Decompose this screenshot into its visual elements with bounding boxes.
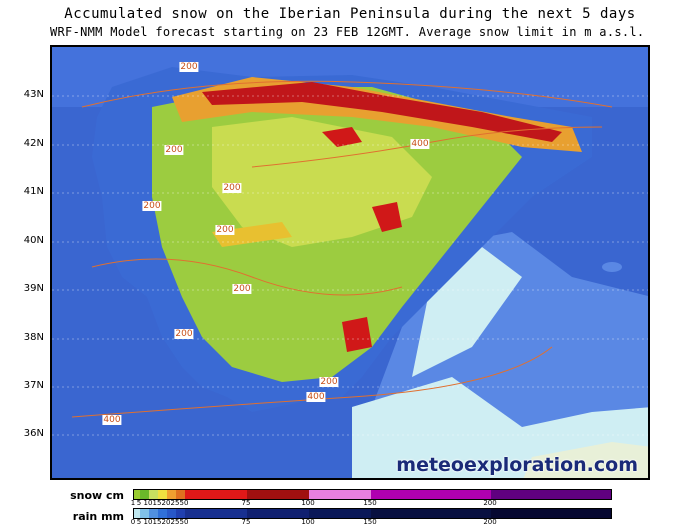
snow-legend-swatch xyxy=(158,490,167,499)
map-title: Accumulated snow on the Iberian Peninsul… xyxy=(64,6,636,22)
snow-legend-tick: 20 xyxy=(161,499,171,507)
snow-legend-swatch xyxy=(134,490,140,499)
rain-legend-tick: 15 xyxy=(152,518,162,526)
rain-legend-tick: 100 xyxy=(301,518,315,526)
rain-legend-tick: 200 xyxy=(483,518,497,526)
snow-limit-label: 200 xyxy=(174,329,194,339)
central-band xyxy=(212,222,292,247)
rain-legend-swatch xyxy=(247,509,309,518)
rain-legend-tick: 10 xyxy=(143,518,153,526)
rain-legend-swatch xyxy=(371,509,491,518)
snow-legend-tick: 75 xyxy=(241,499,251,507)
latitude-label: 36N xyxy=(23,428,44,439)
snow-legend-tick: 50 xyxy=(179,499,189,507)
menorca-island xyxy=(602,262,622,272)
rain-legend-swatch xyxy=(140,509,149,518)
snow-limit-label: 200 xyxy=(142,201,162,211)
rain-legend-tick: 25 xyxy=(170,518,180,526)
rain-legend-swatch xyxy=(158,509,167,518)
africa-mountains xyxy=(523,442,648,478)
snow-legend-label: snow cm xyxy=(70,489,124,502)
snow-limit-label: 400 xyxy=(306,392,326,402)
rain-legend-swatch xyxy=(176,509,185,518)
latitude-label: 38N xyxy=(23,332,44,343)
snow-legend-tick: 150 xyxy=(363,499,377,507)
snow-limit-label: 200 xyxy=(222,183,242,193)
snow-legend-tick: 15 xyxy=(152,499,162,507)
snow-limit-label: 200 xyxy=(215,225,235,235)
snow-legend-tick: 25 xyxy=(170,499,180,507)
rain-legend-tick: 75 xyxy=(241,518,251,526)
snow-legend-swatch xyxy=(247,490,309,499)
rain-legend-tick: 5 xyxy=(136,518,142,526)
snow-legend-swatch xyxy=(149,490,158,499)
heavy-spot xyxy=(372,202,402,232)
heavy-spot xyxy=(322,127,362,147)
heavy-spot xyxy=(342,317,372,352)
rain-legend-swatch xyxy=(491,509,611,518)
rain-legend-swatch xyxy=(134,509,140,518)
rain-legend-swatch xyxy=(149,509,158,518)
rain-legend-tick: 0 xyxy=(130,518,136,526)
rain-legend-swatch xyxy=(167,509,176,518)
snow-legend-swatch xyxy=(309,490,371,499)
snow-map: 200 200 200 200 200 200 200 200 400 400 … xyxy=(50,45,650,480)
snow-limit-label: 400 xyxy=(102,415,122,425)
rain-legend-tick: 20 xyxy=(161,518,171,526)
watermark: meteoexploration.com xyxy=(396,454,638,476)
snow-limit-label: 200 xyxy=(164,145,184,155)
cantabrian-heavy xyxy=(202,82,562,142)
snow-limit-contours xyxy=(71,80,613,418)
rain-legend-swatch xyxy=(185,509,247,518)
latitude-label: 43N xyxy=(23,89,44,100)
snow-limit-label: 400 xyxy=(410,139,430,149)
snow-legend-tick: 100 xyxy=(301,499,315,507)
snow-legend-swatch xyxy=(176,490,185,499)
latitude-label: 40N xyxy=(23,235,44,246)
rain-light-zone xyxy=(352,377,550,478)
graticule xyxy=(52,95,648,436)
latitude-label: 37N xyxy=(23,380,44,391)
map-canvas xyxy=(52,47,648,478)
snow-legend-swatch xyxy=(167,490,176,499)
rain-legend-tick: 150 xyxy=(363,518,377,526)
snow-legend-tick: 5 xyxy=(136,499,142,507)
latitude-label: 42N xyxy=(23,138,44,149)
snow-color-bar xyxy=(133,489,612,500)
snow-limit-label: 200 xyxy=(232,284,252,294)
rain-color-bar xyxy=(133,508,612,519)
snow-limit-label: 200 xyxy=(179,62,199,72)
snow-legend-swatch xyxy=(371,490,491,499)
snow-legend-swatch xyxy=(185,490,247,499)
latitude-label: 41N xyxy=(23,186,44,197)
snow-limit-label: 200 xyxy=(319,377,339,387)
snow-legend-tick: 200 xyxy=(483,499,497,507)
snow-legend-tick: 10 xyxy=(143,499,153,507)
rain-legend-label: rain mm xyxy=(72,510,124,523)
latitude-label: 39N xyxy=(23,283,44,294)
snow-legend-swatch xyxy=(491,490,611,499)
mallorca-island xyxy=(542,283,582,301)
rain-legend-swatch xyxy=(309,509,371,518)
snow-legend-tick: 1 xyxy=(130,499,136,507)
snow-legend-swatch xyxy=(140,490,149,499)
rain-legend-tick: 50 xyxy=(179,518,189,526)
map-subtitle: WRF-NMM Model forecast starting on 23 FE… xyxy=(50,25,645,39)
